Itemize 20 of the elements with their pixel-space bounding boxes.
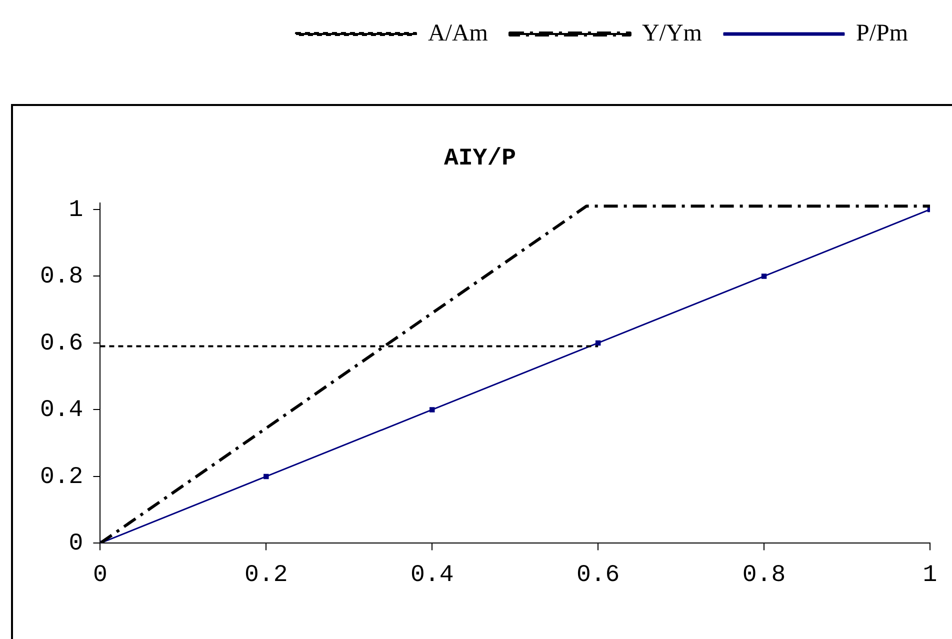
legend-label: A/Am <box>428 20 488 46</box>
x-tick-label: 0.6 <box>576 562 620 589</box>
y-tick-label: 0.2 <box>40 464 84 491</box>
point <box>264 474 269 480</box>
y-tick-label: 1 <box>68 196 84 224</box>
point <box>430 407 435 412</box>
y-tick-label: 0.8 <box>40 264 84 291</box>
x-tick-label: 0 <box>93 562 108 589</box>
x-tick-label: 0.4 <box>410 562 454 589</box>
y-tick-label: 0 <box>68 530 84 558</box>
x-tick-label: 1 <box>922 562 938 589</box>
y-tick-label: 0.6 <box>40 330 84 358</box>
point <box>761 274 767 279</box>
chart-title: AIY/P <box>444 145 516 172</box>
x-tick-label: 0.8 <box>742 562 786 589</box>
y-tick-label: 0.4 <box>40 397 84 424</box>
legend-label: P/Pm <box>856 20 908 46</box>
point <box>595 340 601 346</box>
x-tick-label: 0.2 <box>244 562 288 589</box>
legend-label: Y/Ym <box>642 20 702 46</box>
